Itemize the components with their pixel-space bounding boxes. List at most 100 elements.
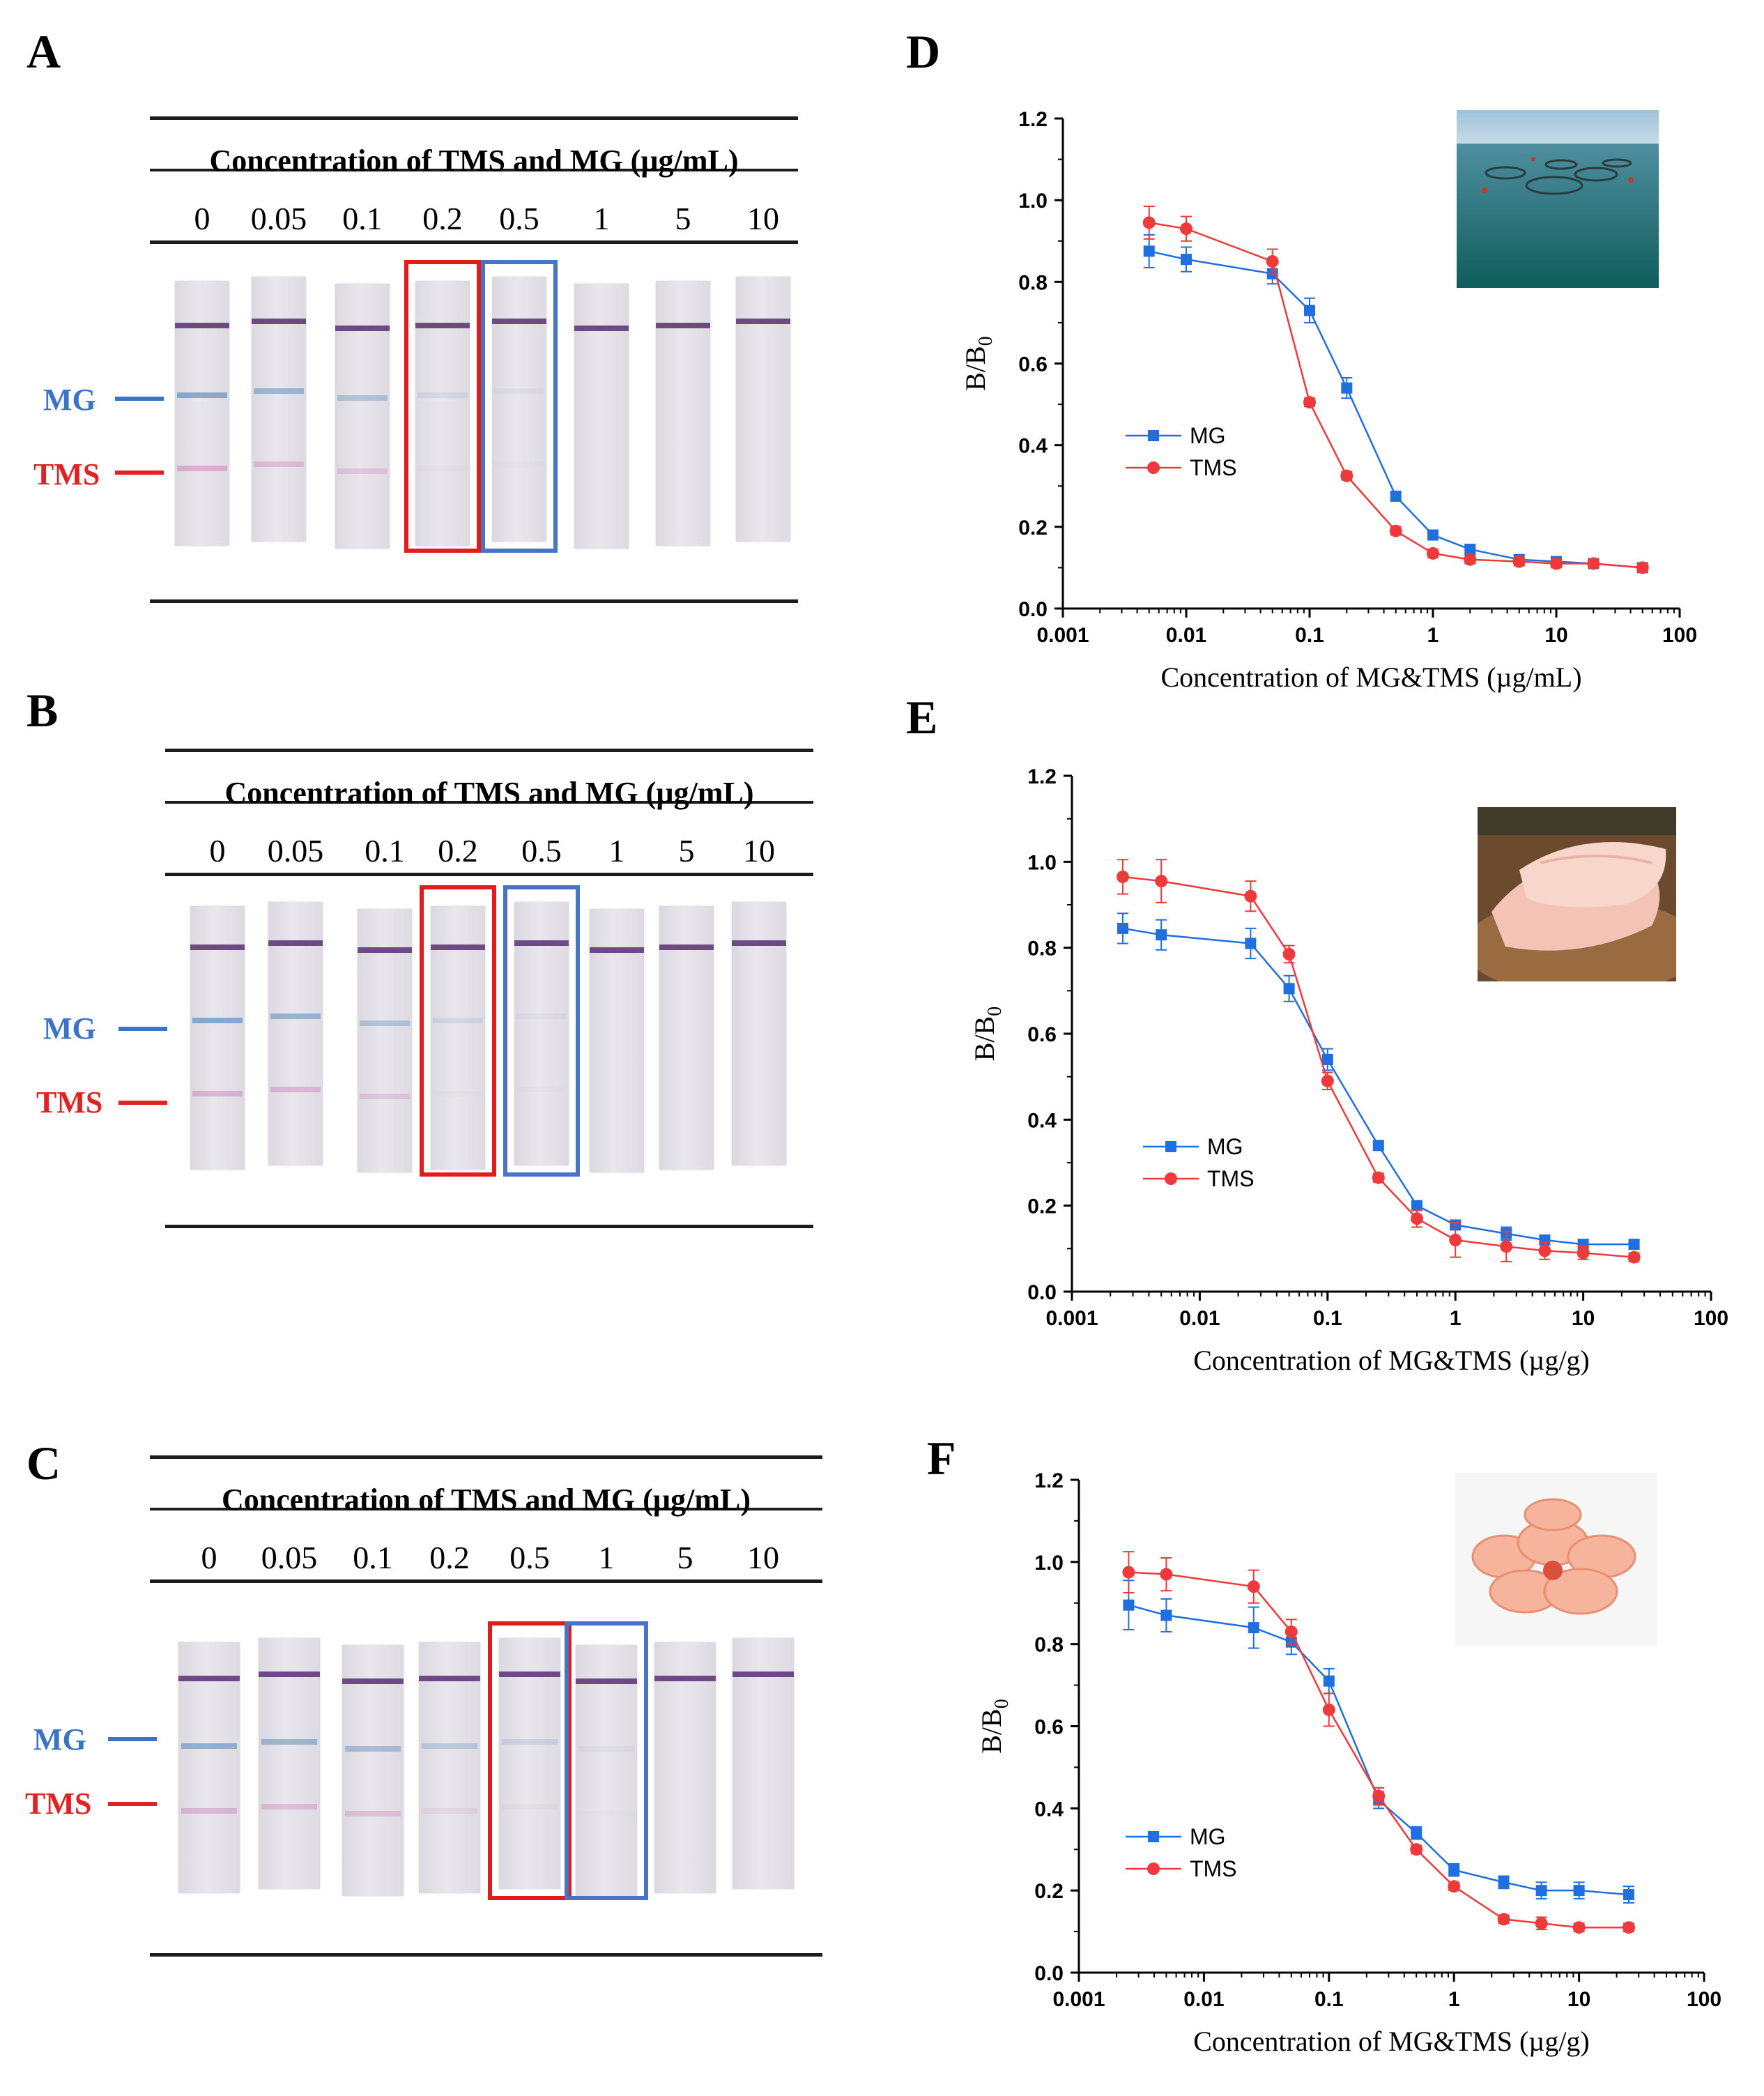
x-axis-title: Concentration of MG&TMS (µg/mL) bbox=[1160, 661, 1581, 693]
y-tick-label: 0.4 bbox=[1034, 1798, 1064, 1821]
control-line bbox=[259, 1672, 320, 1677]
x-tick-label: 0.01 bbox=[1179, 1307, 1220, 1330]
mg-line-label-a: MG bbox=[43, 383, 96, 417]
legend-marker bbox=[1147, 461, 1160, 474]
data-point bbox=[1248, 1622, 1259, 1634]
test-strip bbox=[654, 1642, 716, 1893]
test-strip bbox=[590, 909, 644, 1172]
mg-test-line bbox=[421, 1743, 478, 1749]
strip-panel-a: Concentration of TMS and MG (µg/mL) 0 0.05… bbox=[150, 115, 798, 606]
data-point bbox=[1464, 544, 1476, 556]
legend-marker bbox=[1165, 1141, 1176, 1152]
legend-label: TMS bbox=[1190, 1856, 1237, 1881]
data-point bbox=[1497, 1913, 1510, 1926]
control-line bbox=[514, 940, 569, 946]
data-point bbox=[1389, 524, 1402, 537]
tms-test-line bbox=[501, 1804, 558, 1810]
control-line bbox=[492, 319, 546, 324]
series-line bbox=[1128, 1604, 1629, 1896]
control-line bbox=[574, 326, 629, 331]
test-strip bbox=[178, 1642, 240, 1893]
table-rule bbox=[150, 1508, 822, 1510]
test-strip bbox=[342, 1645, 404, 1896]
mg-test-line bbox=[192, 1018, 243, 1023]
table-rule bbox=[165, 1225, 813, 1228]
strip-table-title: Concentration of TMS and MG (µg/mL) bbox=[209, 144, 739, 178]
mg-line-marker-b bbox=[118, 1027, 167, 1031]
series-mg: MG bbox=[1117, 912, 1640, 1250]
control-line bbox=[419, 1676, 480, 1681]
data-point bbox=[1155, 875, 1168, 888]
data-point bbox=[1142, 216, 1156, 229]
control-line bbox=[252, 319, 306, 324]
red-highlight-box bbox=[420, 885, 496, 1177]
mg-test-line bbox=[270, 1013, 321, 1019]
y-tick-label: 0.0 bbox=[1027, 1281, 1057, 1304]
tms-test-line bbox=[181, 1808, 238, 1814]
chart-f: 0.0 0.2 0.4 0.6 0.8 1.0 1.2 0.001 0.01 0.1 1 10 100 C… bbox=[976, 1469, 1721, 2057]
series-line bbox=[1149, 250, 1643, 569]
table-rule bbox=[150, 116, 798, 120]
legend-label: TMS bbox=[1190, 455, 1237, 480]
control-line bbox=[268, 940, 323, 946]
y-axis-title: B/B0 bbox=[976, 1699, 1013, 1753]
mg-test-line bbox=[501, 1739, 558, 1745]
y-tick-label: 0.0 bbox=[1034, 1962, 1064, 1985]
y-tick-label: 0.8 bbox=[1034, 1634, 1064, 1657]
table-rule bbox=[165, 749, 813, 752]
mg-test-line bbox=[254, 388, 304, 394]
control-line bbox=[175, 323, 229, 328]
concentration-label: 0.1 bbox=[365, 833, 405, 869]
data-point bbox=[1628, 1239, 1640, 1250]
mg-line-label-c: MG bbox=[33, 1722, 86, 1757]
data-point bbox=[1116, 870, 1129, 883]
y-axis-title: B/B0 bbox=[969, 1007, 1006, 1061]
concentration-label: 5 bbox=[677, 1540, 693, 1575]
test-strip bbox=[576, 1645, 637, 1896]
x-axis-title: Concentration of MG&TMS (µg/g) bbox=[1193, 1345, 1590, 1376]
data-point bbox=[1303, 396, 1316, 409]
table-rule bbox=[150, 599, 798, 603]
data-point bbox=[1550, 557, 1563, 570]
data-point bbox=[1372, 1140, 1384, 1152]
y-tick-label: 1.2 bbox=[1034, 1469, 1064, 1492]
test-strip bbox=[358, 909, 412, 1172]
y-tick-label: 0.4 bbox=[1027, 1109, 1057, 1132]
mg-test-line bbox=[181, 1743, 238, 1749]
test-strip bbox=[732, 902, 786, 1165]
series-tms: TMS bbox=[1116, 859, 1641, 1264]
data-point bbox=[1340, 469, 1353, 482]
concentration-label: 0 bbox=[194, 201, 210, 236]
concentration-label: 0 bbox=[201, 1540, 217, 1575]
data-point bbox=[1321, 1074, 1334, 1087]
legend-label: MG bbox=[1207, 1134, 1243, 1159]
panel-label-e: E bbox=[906, 691, 938, 744]
data-point bbox=[1535, 1917, 1548, 1930]
blue-highlight-box bbox=[481, 260, 558, 553]
data-point bbox=[1323, 1675, 1335, 1687]
legend-marker bbox=[1165, 1172, 1177, 1185]
mg-test-line bbox=[578, 1746, 635, 1752]
control-line bbox=[654, 1676, 716, 1681]
mg-line-marker-c bbox=[108, 1737, 157, 1741]
concentration-label: 1 bbox=[608, 833, 625, 869]
strip-table-title: Concentration of TMS and MG (µg/mL) bbox=[224, 776, 754, 810]
blue-highlight-box bbox=[565, 1621, 648, 1900]
y-tick-label: 0.6 bbox=[1018, 353, 1048, 376]
control-line bbox=[178, 1676, 240, 1681]
data-point bbox=[1245, 938, 1257, 949]
mg-test-line bbox=[337, 395, 388, 401]
data-point bbox=[1160, 1568, 1173, 1581]
control-line bbox=[732, 940, 786, 946]
concentration-label: 0.1 bbox=[353, 1540, 393, 1575]
table-rule bbox=[150, 240, 798, 244]
data-point bbox=[1143, 245, 1155, 257]
data-point bbox=[1244, 889, 1257, 903]
control-line bbox=[659, 944, 714, 950]
test-strip bbox=[335, 284, 390, 549]
concentration-label: 0.2 bbox=[429, 1540, 470, 1575]
test-strip bbox=[514, 902, 569, 1165]
x-tick-label: 100 bbox=[1662, 624, 1697, 647]
x-tick-label: 1 bbox=[1448, 1988, 1460, 2011]
